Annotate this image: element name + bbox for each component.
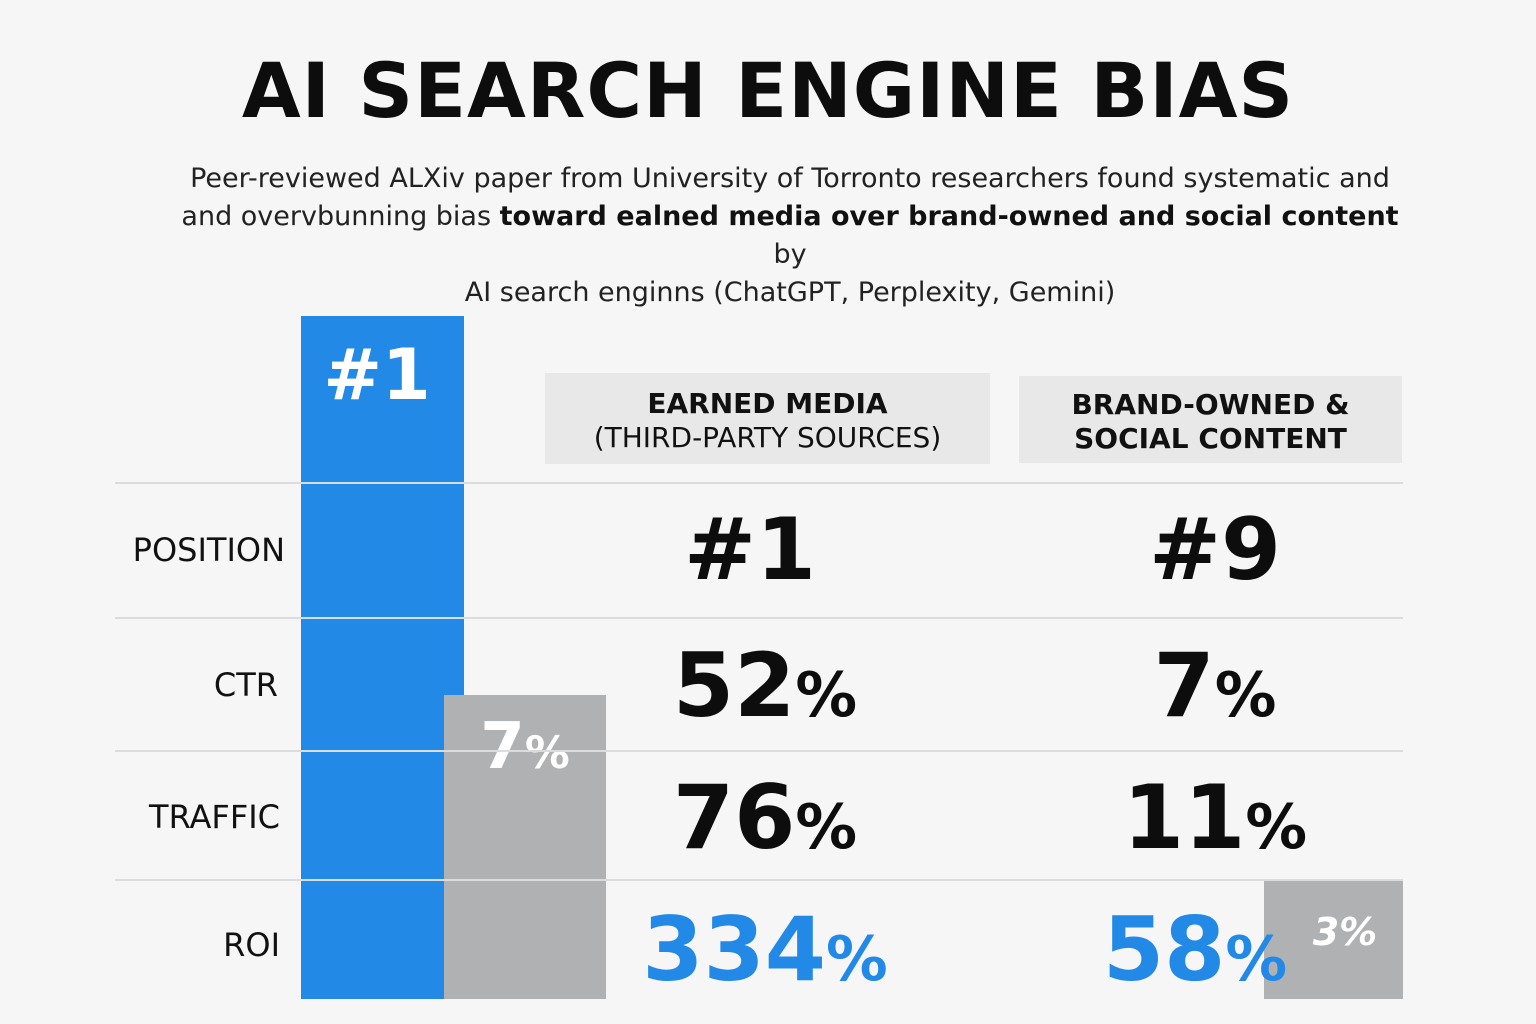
row-divider [115,750,1403,752]
cell-ctr-earned: 52% [620,634,910,737]
subtitle-line-2-start: and overvbunning bias [181,201,500,232]
cell-ctr-earned-unit: % [795,659,858,731]
page-title: AI SEARCH ENGINE BIAS [241,46,1295,135]
subtitle-line-2: and overvbunning bias toward ealned medi… [170,198,1410,274]
cell-traffic-earned-unit: % [795,791,858,863]
cell-ctr-brand-value: 7 [1153,634,1215,737]
cell-ctr-brand: 7% [1085,634,1345,737]
cell-ctr-earned-value: 52 [672,634,796,737]
column-header-earned-line-2: (THIRD-PARTY SOURCES) [593,421,942,454]
subtitle-line-3: AI search enginns (ChatGPT, Perplexity, … [464,277,1116,308]
gray-bar-label: 7% [444,710,606,784]
cell-roi-brand-value: 58 [1102,898,1226,1001]
subtitle-emphasis: toward ealned media over brand-owned and… [499,201,1399,232]
cell-ctr-brand-unit: % [1214,659,1277,731]
row-label-ctr: CTR [213,666,278,704]
cell-traffic-brand-value: 11 [1122,766,1246,869]
cell-traffic-earned-value: 76 [672,766,796,869]
cell-roi-brand-unit: % [1225,923,1288,995]
row-divider [115,482,1403,484]
small-gray-bar-label: 3% [1312,910,1378,954]
column-header-earned-media: EARNED MEDIA (THIRD-PARTY SOURCES) [545,373,990,464]
cell-traffic-brand: 11% [1085,766,1345,869]
cell-roi-earned: 334% [610,898,920,1001]
cell-position-earned: #1 [684,500,816,600]
column-header-earned-line-1: EARNED MEDIA [647,387,888,420]
cell-roi-brand: 58% [1085,898,1305,1001]
small-gray-bar [1264,880,1403,999]
column-header-brand-line-2: SOCIAL CONTENT [1074,422,1347,455]
gray-bar [444,695,606,999]
gray-bar-number: 7 [480,710,525,784]
subtitle-line-2-end: by [773,239,807,270]
cell-roi-earned-value: 334 [642,898,826,1001]
cell-traffic-brand-unit: % [1245,791,1308,863]
column-header-brand-owned: BRAND-OWNED & SOCIAL CONTENT [1019,376,1402,463]
column-header-brand-line-1: BRAND-OWNED & [1071,388,1350,421]
cell-traffic-earned: 76% [620,766,910,869]
subtitle: Peer-reviewed ALXiv paper from Universit… [170,160,1410,312]
subtitle-line-1: Peer-reviewed ALXiv paper from Universit… [190,163,1390,194]
row-label-traffic: TRAFFIC [149,798,280,836]
row-divider [115,617,1403,619]
row-divider [115,879,1403,881]
row-label-position: POSITION [132,531,285,569]
blue-bar [301,316,464,999]
gray-bar-unit: % [524,726,570,779]
cell-position-brand: #9 [1149,500,1281,600]
row-label-roi: ROI [223,926,280,964]
blue-bar-label: #1 [323,334,431,416]
cell-roi-earned-unit: % [825,923,888,995]
